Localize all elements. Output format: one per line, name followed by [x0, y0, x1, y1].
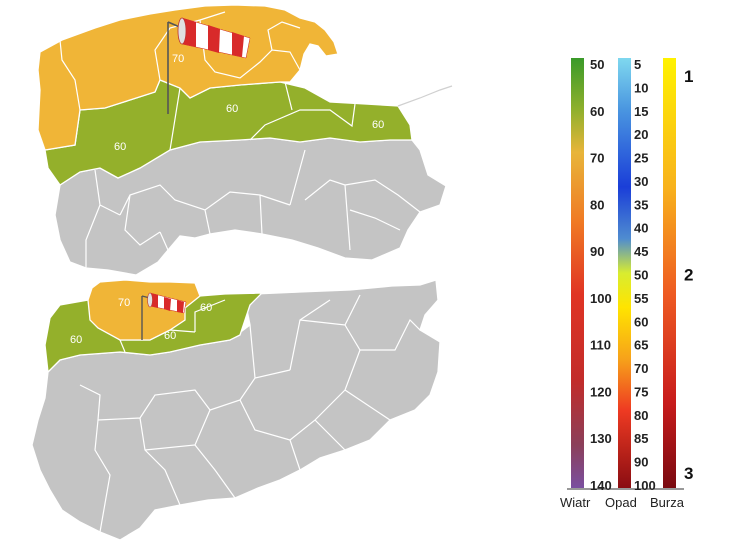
legend-wiatr-label: Wiatr	[560, 495, 591, 510]
legend-opad-tick: 50	[634, 268, 648, 283]
region-label-bottom-60b: 60	[164, 330, 176, 342]
legend-opad-bar	[618, 58, 631, 488]
legend-wiatr-tick: 50	[590, 57, 604, 72]
legend-wiatr-bar	[571, 58, 584, 488]
region-top-borders	[85, 149, 421, 268]
coast-spit-top	[397, 85, 453, 107]
windsock-icon	[141, 292, 187, 340]
legend-opad-tick: 75	[634, 384, 648, 399]
region-top-60-borders	[169, 81, 356, 151]
legend-wiatr-tick: 90	[590, 244, 604, 259]
legend-opad-tick: 25	[634, 151, 648, 166]
legend-wiatr-tick: 120	[590, 384, 612, 399]
legend-wiatr-tick: 130	[590, 431, 612, 446]
legend-opad-tick: 100	[634, 478, 656, 493]
legend-burza-ticks: 1 2 3	[684, 67, 693, 483]
legend-burza-bar	[663, 58, 676, 488]
legend-wiatr-tick: 140	[590, 478, 612, 493]
legend-wiatr-tick: 60	[590, 104, 604, 119]
legend-opad-tick: 70	[634, 361, 648, 376]
region-bottom-borders	[79, 294, 421, 533]
legend-opad-ticks: 5 10 15 20 25 30 35 40 45 50 55 60 65 70 75 80 85 90 100	[634, 57, 656, 493]
legend-burza-tick: 2	[684, 266, 693, 285]
legend-wiatr-tick: 80	[590, 197, 604, 212]
legend-opad-tick: 40	[634, 221, 648, 236]
legend-wiatr-tick: 110	[590, 338, 611, 353]
map-top: 70 60 60 60	[37, 4, 453, 276]
region-label-bottom-60c: 60	[70, 334, 82, 346]
legend-opad-tick: 30	[634, 174, 648, 189]
region-label-bottom-70: 70	[118, 297, 130, 309]
legend-wiatr-ticks: 50 60 70 80 90 100 110 120 130 140	[590, 57, 612, 493]
region-label-top-60b: 60	[114, 141, 126, 153]
legend-wiatr-tick: 100	[590, 291, 612, 306]
legend-opad-tick: 60	[634, 314, 648, 329]
coast-top-bottom	[261, 291, 301, 294]
region-label-bottom-60a: 60	[200, 302, 212, 314]
legend-opad-tick: 65	[634, 338, 648, 353]
legend-wiatr-tick: 70	[590, 151, 604, 166]
region-bottom-70[interactable]	[87, 279, 201, 341]
legend-opad-tick: 55	[634, 291, 648, 306]
legend-opad-label: Opad	[605, 495, 637, 510]
legend-opad-tick: 35	[634, 197, 648, 212]
legend-opad-tick: 90	[634, 455, 648, 470]
windsock-icon	[167, 17, 251, 114]
region-label-top-60c: 60	[372, 119, 384, 131]
region-label-top-60a: 60	[226, 103, 238, 115]
region-top-70-borders	[59, 11, 301, 111]
legend-burza-tick: 1	[684, 67, 693, 86]
legend-opad-tick: 85	[634, 431, 648, 446]
legend-burza-tick: 3	[684, 464, 693, 483]
legend-burza-label: Burza	[650, 495, 685, 510]
legend-opad-tick: 15	[634, 104, 648, 119]
legend-opad-tick: 5	[634, 57, 641, 72]
legend-opad-tick: 45	[634, 244, 648, 259]
legend-opad-tick: 80	[634, 408, 648, 423]
region-label-top-70: 70	[172, 53, 184, 65]
map-bottom: 70 60 60 60	[31, 279, 441, 541]
legend-opad-tick: 20	[634, 127, 648, 142]
legend-opad-tick: 10	[634, 80, 648, 95]
